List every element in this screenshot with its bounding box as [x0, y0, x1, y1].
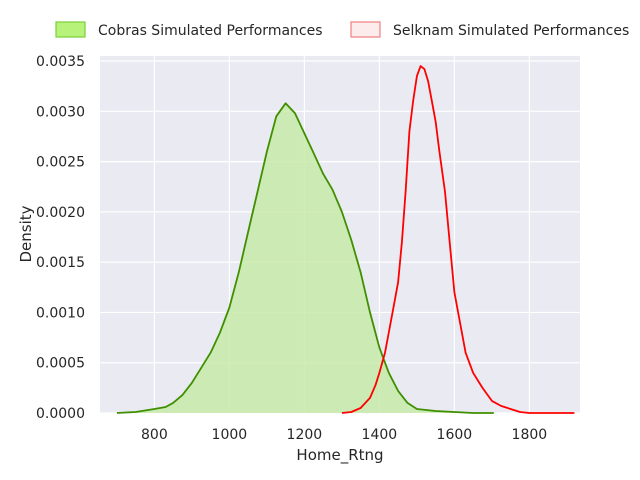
cobras-density-line — [116, 102, 494, 414]
y-tick-label: 0.0015 — [36, 255, 85, 271]
y-tick-label: 0.0005 — [36, 356, 85, 372]
y-tick-label: 0.0035 — [36, 54, 85, 70]
legend-swatch-cobras — [55, 21, 86, 38]
x-tick-label: 1600 — [437, 427, 473, 443]
y-tick-label: 0.0010 — [36, 305, 85, 321]
y-tick-label: 0.0000 — [36, 406, 85, 422]
x-tick-label: 1200 — [287, 427, 323, 443]
x-tick-label: 1400 — [362, 427, 398, 443]
y-tick-label: 0.0025 — [36, 155, 85, 171]
y-tick-label: 0.0020 — [36, 205, 85, 221]
y-tick-label: 0.0030 — [36, 104, 85, 120]
x-axis-label: Home_Rtng — [296, 446, 383, 465]
x-tick-label: 1800 — [512, 427, 548, 443]
cobras-density-fill — [116, 103, 494, 414]
legend-label-cobras: Cobras Simulated Performances — [98, 23, 323, 39]
legend-label-selknam: Selknam Simulated Performances — [393, 23, 629, 39]
y-axis-ticks: 0.0000 0.0005 0.0010 0.0015 0.0020 0.0025 0.00… — [36, 54, 85, 422]
x-tick-label: 800 — [141, 427, 168, 443]
legend: Cobras Simulated Performances Selknam Si… — [55, 21, 629, 39]
y-axis-label: Density — [17, 205, 35, 262]
series-layer — [116, 65, 575, 414]
x-tick-label: 1000 — [212, 427, 248, 443]
legend-swatch-selknam — [350, 21, 381, 38]
x-axis-ticks: 800 1000 1200 1400 1600 1800 — [141, 427, 547, 443]
selknam-density-line — [341, 65, 575, 414]
